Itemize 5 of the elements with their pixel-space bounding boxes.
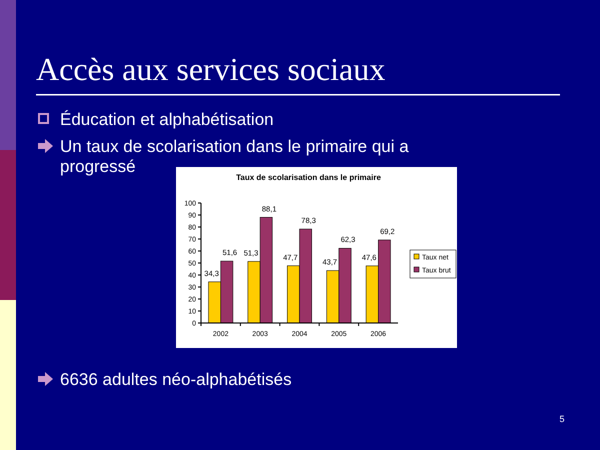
- text: Éducation et alphabétisation: [60, 110, 274, 129]
- text: Accès aux services sociaux: [36, 51, 386, 87]
- chart-title: Taux de scolarisation dans le primaire: [236, 173, 382, 182]
- text: 5: [559, 414, 565, 424]
- text: 6636 adultes néo-alphabétisés: [60, 370, 292, 389]
